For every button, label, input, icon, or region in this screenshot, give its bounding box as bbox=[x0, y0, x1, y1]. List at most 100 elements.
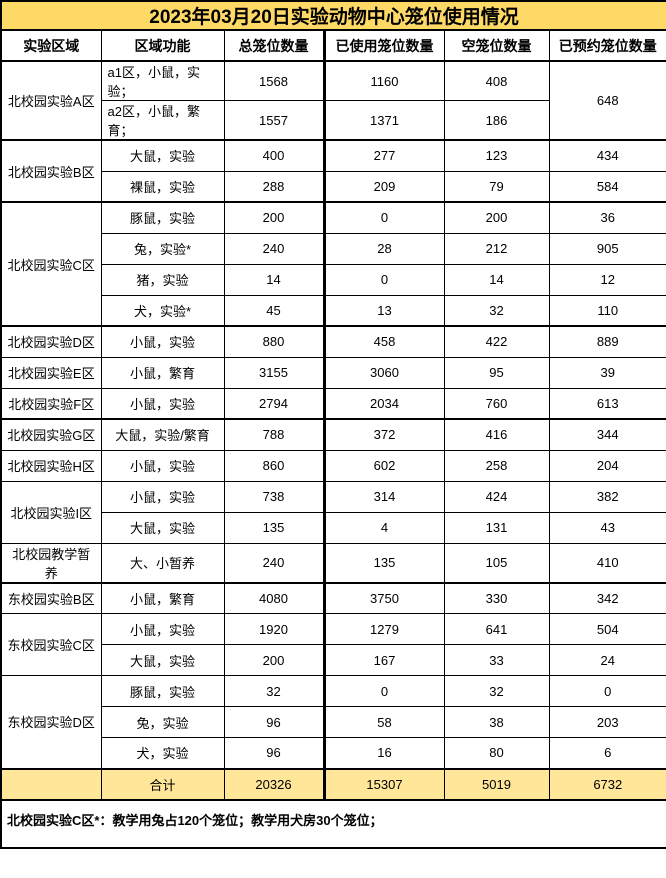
reserved-cell: 613 bbox=[548, 387, 666, 420]
table-row: 北校园实验G区 大鼠，实验/繁育 788 372 416 344 bbox=[0, 418, 666, 451]
used-cell: 314 bbox=[322, 480, 445, 513]
total-cell: 1557 bbox=[223, 100, 325, 141]
region-cell: 北校园实验H区 bbox=[0, 449, 102, 482]
total-cell: 880 bbox=[223, 325, 325, 358]
total-cell: 288 bbox=[223, 170, 325, 203]
column-header-empty: 空笼位数量 bbox=[443, 29, 550, 62]
used-cell: 167 bbox=[322, 644, 445, 676]
table-row: 裸鼠，实验 288 209 79 584 bbox=[1, 170, 666, 203]
table-row: 北校园实验F区 小鼠，实验 2794 2034 760 613 bbox=[0, 387, 666, 420]
table-row: 犬，实验 96 16 80 6 bbox=[1, 737, 666, 769]
used-cell: 1279 bbox=[322, 613, 445, 645]
table-row: 北校园教学暂养 大、小暂养 240 135 105 410 bbox=[0, 542, 666, 583]
empty-cell: 212 bbox=[443, 232, 550, 265]
empty-cell: 38 bbox=[443, 706, 550, 738]
empty-cell: 14 bbox=[443, 263, 550, 296]
total-cell: 860 bbox=[223, 449, 325, 482]
total-cell: 200 bbox=[223, 201, 325, 234]
empty-cell: 32 bbox=[443, 294, 550, 327]
empty-cell: 258 bbox=[443, 449, 550, 482]
empty-cell: 641 bbox=[443, 613, 550, 645]
reserved-cell: 889 bbox=[548, 325, 666, 358]
table-row: 猪，实验 14 0 14 12 bbox=[1, 263, 666, 296]
function-cell: 大鼠，实验 bbox=[100, 511, 225, 544]
used-cell: 135 bbox=[322, 542, 445, 583]
table-row: 北校园实验I区 小鼠，实验 738 314 424 382 bbox=[0, 480, 666, 544]
table-row: 大鼠，实验 200 167 33 24 bbox=[1, 644, 666, 676]
function-cell: a1区，小鼠，实验； bbox=[100, 60, 225, 101]
total-cell: 738 bbox=[223, 480, 325, 513]
used-cell: 2034 bbox=[322, 387, 445, 420]
table-row: 北校园实验E区 小鼠，繁育 3155 3060 95 39 bbox=[0, 356, 666, 389]
used-cell: 16 bbox=[322, 737, 445, 769]
region-cell: 北校园实验D区 bbox=[0, 325, 102, 358]
table-row: 犬，实验* 45 13 32 110 bbox=[1, 294, 666, 327]
page-title: 2023年03月20日实验动物中心笼位使用情况 bbox=[0, 0, 666, 31]
empty-cell: 131 bbox=[443, 511, 550, 544]
summary-row: 合计 20326 15307 5019 6732 bbox=[0, 767, 666, 801]
column-header-region: 实验区域 bbox=[0, 29, 102, 62]
used-cell: 458 bbox=[322, 325, 445, 358]
table-row: 北校园实验C区 豚鼠，实验 200 0 200 36 bbox=[0, 201, 666, 327]
reserved-cell: 905 bbox=[548, 232, 666, 265]
summary-total-cell: 20326 bbox=[223, 767, 325, 801]
total-cell: 96 bbox=[223, 737, 325, 769]
used-cell: 3060 bbox=[322, 356, 445, 389]
reserved-cell: 410 bbox=[548, 542, 666, 583]
reserved-cell: 43 bbox=[548, 511, 666, 544]
table-footnote: 北校园实验C区*：教学用兔占120个笼位；教学用犬房30个笼位； bbox=[7, 812, 383, 828]
function-cell: 大、小暂养 bbox=[100, 542, 225, 583]
total-cell: 788 bbox=[223, 418, 325, 451]
total-cell: 45 bbox=[223, 294, 325, 327]
column-header-row: 实验区域 区域功能 总笼位数量 已使用笼位数量 空笼位数量 已预约笼位数量 bbox=[0, 29, 666, 62]
region-cell: 北校园实验I区 bbox=[0, 480, 102, 544]
table-row: 兔，实验* 240 28 212 905 bbox=[1, 232, 666, 265]
empty-cell: 33 bbox=[443, 644, 550, 676]
function-cell: 犬，实验 bbox=[100, 737, 225, 769]
function-cell: 兔，实验 bbox=[100, 706, 225, 738]
reserved-cell: 434 bbox=[548, 139, 666, 172]
column-header-reserved: 已预约笼位数量 bbox=[548, 29, 666, 62]
reserved-cell: 382 bbox=[548, 480, 666, 513]
used-cell: 3750 bbox=[322, 581, 445, 614]
region-cell: 北校园实验F区 bbox=[0, 387, 102, 420]
used-cell: 209 bbox=[322, 170, 445, 203]
column-header-total: 总笼位数量 bbox=[223, 29, 325, 62]
used-cell: 13 bbox=[322, 294, 445, 327]
empty-cell: 424 bbox=[443, 480, 550, 513]
function-cell: 小鼠，繁育 bbox=[100, 356, 225, 389]
total-cell: 135 bbox=[223, 511, 325, 544]
used-cell: 1371 bbox=[322, 100, 445, 141]
function-cell: 小鼠，实验 bbox=[100, 449, 225, 482]
table-row: 兔，实验 96 58 38 203 bbox=[1, 706, 666, 738]
used-cell: 0 bbox=[322, 675, 445, 707]
table-row: a2区，小鼠，繁育； 1557 1371 186 bbox=[1, 100, 666, 141]
total-cell: 400 bbox=[223, 139, 325, 172]
reserved-cell: 204 bbox=[548, 449, 666, 482]
used-cell: 4 bbox=[322, 511, 445, 544]
empty-cell: 330 bbox=[443, 581, 550, 614]
function-cell: 小鼠，繁育 bbox=[100, 581, 225, 614]
table-row: 北校园实验A区 a1区，小鼠，实验； 1568 1160 408 648 bbox=[0, 60, 666, 141]
function-cell: 小鼠，实验 bbox=[100, 480, 225, 513]
region-cell: 北校园实验C区 bbox=[0, 201, 102, 327]
total-cell: 1568 bbox=[223, 60, 325, 101]
function-cell: 豚鼠，实验 bbox=[100, 675, 225, 707]
function-cell: 豚鼠，实验 bbox=[100, 201, 225, 234]
empty-cell: 80 bbox=[443, 737, 550, 769]
total-cell: 240 bbox=[223, 232, 325, 265]
used-cell: 0 bbox=[322, 201, 445, 234]
empty-cell: 760 bbox=[443, 387, 550, 420]
reserved-cell: 648 bbox=[548, 60, 666, 141]
reserved-cell: 344 bbox=[548, 418, 666, 451]
total-cell: 14 bbox=[223, 263, 325, 296]
table-row: 东校园实验C区 小鼠，实验 1920 1279 641 504 bbox=[0, 613, 666, 676]
summary-empty-count-cell: 5019 bbox=[443, 767, 550, 801]
table-row: 北校园实验B区 大鼠，实验 400 277 123 434 bbox=[0, 139, 666, 203]
table-row: 东校园实验D区 豚鼠，实验 32 0 32 0 bbox=[0, 675, 666, 769]
used-cell: 1160 bbox=[322, 60, 445, 101]
function-cell: 小鼠，实验 bbox=[100, 613, 225, 645]
function-cell: 猪，实验 bbox=[100, 263, 225, 296]
used-cell: 58 bbox=[322, 706, 445, 738]
reserved-cell: 24 bbox=[548, 644, 666, 676]
